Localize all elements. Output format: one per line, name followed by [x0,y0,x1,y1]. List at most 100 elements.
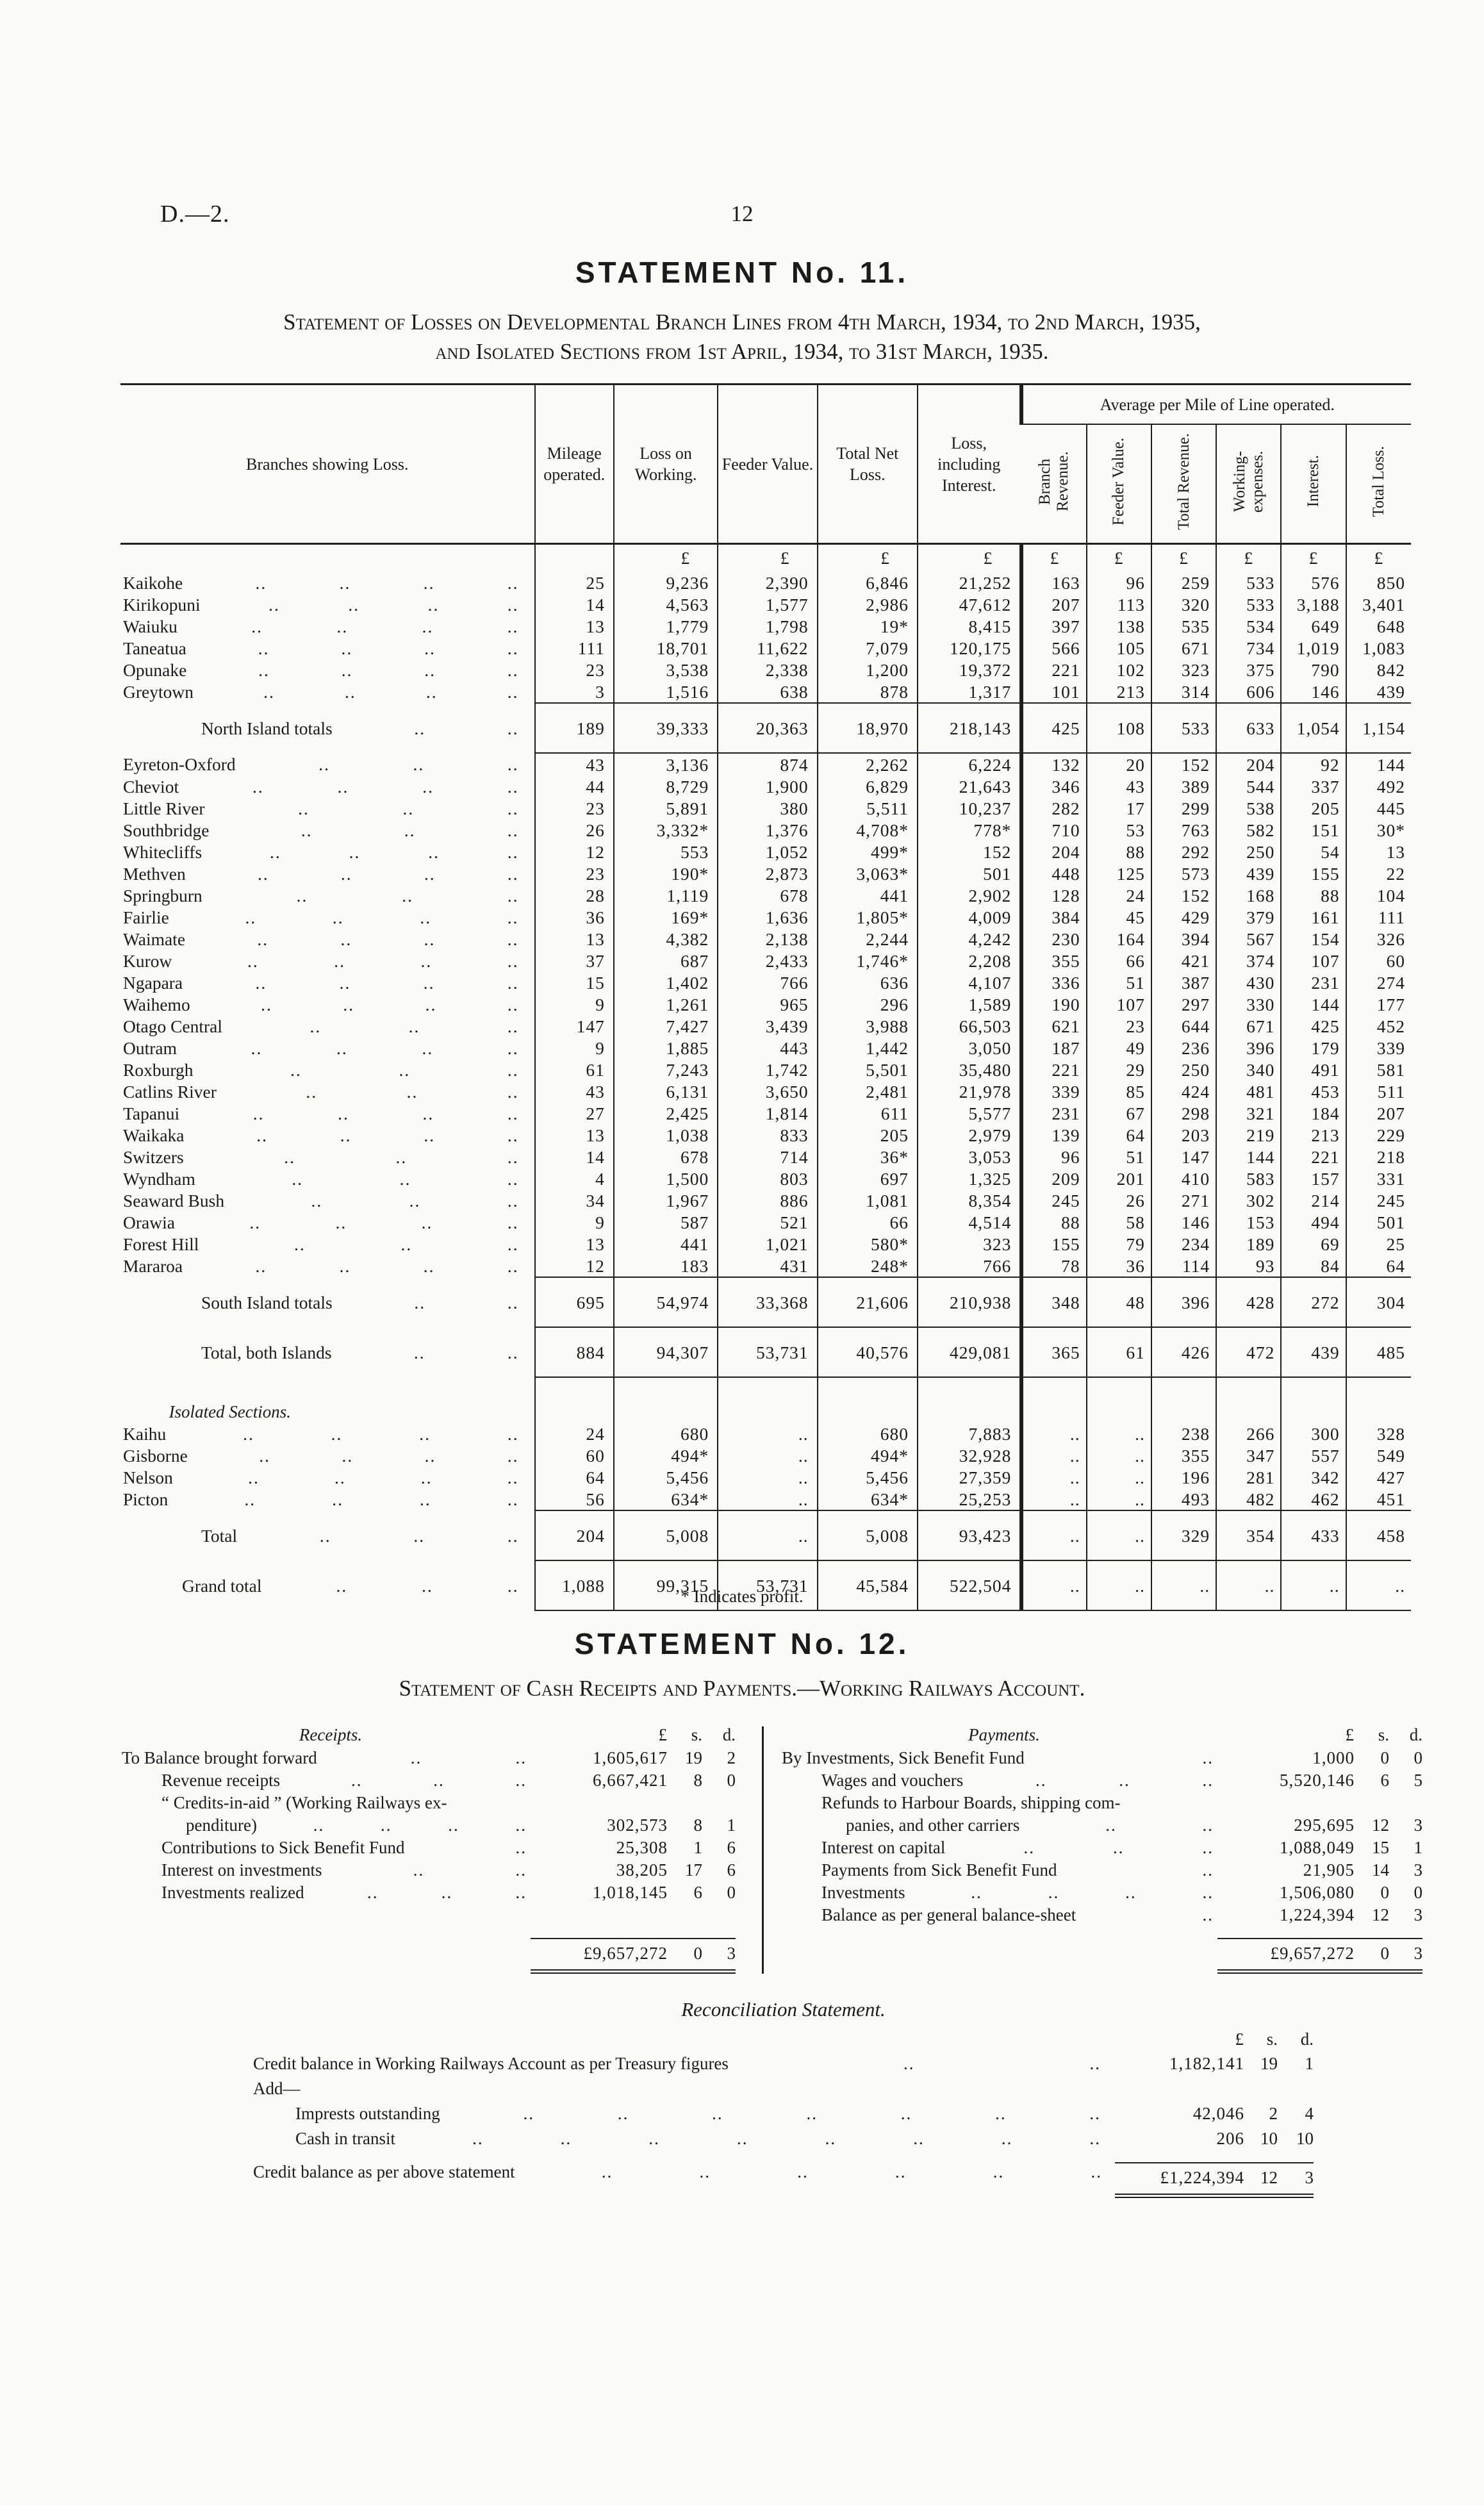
dot-leader: .. [507,1125,519,1145]
dot-leader: .. [413,1860,425,1880]
branch-label: Total...... [123,1525,529,1546]
amount-pence: 2 [727,1748,736,1767]
value-cell: £ [1019,543,1087,572]
value-cell: 231 [1280,971,1346,993]
value-cell: 323 [917,1233,1022,1255]
label-text: Kaihu [123,1423,167,1444]
value-cell: 384 [1019,906,1087,928]
branch-label: Waimate........ [123,929,529,950]
value-cell: 499* [816,841,918,863]
value-cell: 60 [1345,950,1411,971]
dot-leader: .. [507,972,519,993]
pence-col-label: d. [1409,1725,1422,1744]
branch-name-cell: Kirikopuni........ [120,593,535,615]
label-text: Interest on capital [821,1838,946,1857]
dot-leader: .. [339,1256,351,1276]
value-cell: 13 [534,1233,614,1255]
branch-name-cell: Springburn...... [120,884,535,906]
value-cell: 763 [1150,819,1217,841]
dot-leader: .. [338,1103,349,1123]
value-cell: .. [1216,1560,1282,1611]
line-label: Credit balance as per above statement...… [253,2162,1115,2182]
amount-pounds: 295,695 [1294,1815,1355,1835]
branch-name-cell: Roxburgh...... [120,1059,535,1080]
value-cell: 39,333 [613,702,718,754]
value-cell: 544 [1216,775,1282,797]
dot-leader: .. [337,776,349,797]
label-text: Catlins River [123,1081,217,1102]
branch-label: Gisborne........ [123,1445,529,1466]
amount-shillings: 12 [1372,1815,1389,1835]
label-text: Greytown [123,682,194,702]
dot-leader: .. [1048,1883,1060,1902]
value-cell: 522,504 [917,1560,1022,1611]
value-cell: 236 [1150,1037,1217,1059]
value-cell: 339 [1345,1037,1411,1059]
reconciliation-line: Imprests outstanding.............. 42,046… [253,2103,1314,2124]
value-cell: 2,138 [717,928,818,950]
branch-label: Taneatua........ [123,638,529,659]
label-text: Ngapara [123,972,183,993]
dot-leader: .. [425,682,438,702]
dot-leader: .. [399,1168,411,1189]
value-cell: 2,338 [717,659,818,681]
label-text: Eyreton-Oxford [123,754,236,774]
dot-leader: .. [402,798,415,818]
table-row: Mararoa........ 12 183 431 248* 766 78 36 114 93 8… [120,1255,1411,1277]
col-header-interest: Interest. [1280,424,1346,544]
ledger-item: Contributions to Sick Benefit Fund.. 25,3… [122,1837,736,1859]
dot-leader: .. [507,885,519,905]
dot-leader: .. [507,950,519,971]
dot-leader: .. [507,820,519,840]
value-cell: 6,131 [613,1080,718,1102]
value-cell: 451 [1345,1488,1411,1510]
total-box: £9,657,272 0 3 [531,1938,736,1974]
value-cell: 35,480 [917,1059,1022,1080]
dot-leader: .. [507,1016,519,1036]
value-cell: 60 [534,1444,614,1466]
amount-pounds: 5,520,146 [1280,1771,1355,1790]
dot-leader: .. [507,682,519,702]
value-cell: 1,402 [613,971,718,993]
branch-name-cell: Tapanui........ [120,1102,535,1124]
ledger-total: £9,657,272 0 3 [782,1938,1422,1974]
value-cell: 271 [1150,1189,1217,1211]
dot-leader: .. [402,885,413,905]
dot-leader: .. [1202,1748,1214,1767]
item-label: “ Credits-in-aid ” (Working Railways ex- [122,1792,736,1814]
value-cell: 582 [1216,819,1282,841]
value-cell: 1,154 [1345,702,1411,754]
item-label: penditure)........ [122,1814,540,1837]
value-cell: 3,136 [613,753,718,775]
amount-shillings: 8 [693,1815,703,1835]
branch-label: Nelson........ [123,1467,529,1488]
table-row: Springburn...... 28 1,119 678 441 2,902 128 24 1… [120,884,1411,906]
label-text: Total [201,1525,238,1546]
value-cell: 9,236 [613,572,718,593]
value-cell: 687 [613,950,718,971]
branch-name-cell: Waimate........ [120,928,535,950]
branch-name-cell: Waiuku........ [120,615,535,637]
branch-label: Opunake........ [123,659,529,681]
value-cell: 189 [1216,1233,1282,1255]
final-total-box: £1,224,394 12 3 [1115,2162,1314,2198]
item-label: panies, and other carriers.... [782,1814,1226,1837]
value-cell: 511 [1345,1080,1411,1102]
value-cell: 6,846 [816,572,918,593]
value-cell: 101 [1019,681,1087,703]
amount-pounds: 38,205 [616,1860,668,1880]
value-cell: 678 [613,1146,718,1168]
value-cell: 54,974 [613,1277,718,1328]
branch-label: Wyndham...... [123,1168,529,1189]
value-cell: 443 [717,1037,818,1059]
value-cell: 67 [1085,1102,1151,1124]
value-cell: 9 [534,1211,614,1233]
amount-shillings: 8 [693,1771,703,1790]
value-cell: 184 [1280,1102,1346,1124]
dot-leader: .. [472,2129,484,2148]
dot-leader: .. [424,638,436,658]
amount-pence: 0 [727,1771,736,1790]
value-cell: 320 [1150,593,1217,615]
value-cell: 2,390 [717,572,818,593]
value-cell: 3 [534,681,614,703]
